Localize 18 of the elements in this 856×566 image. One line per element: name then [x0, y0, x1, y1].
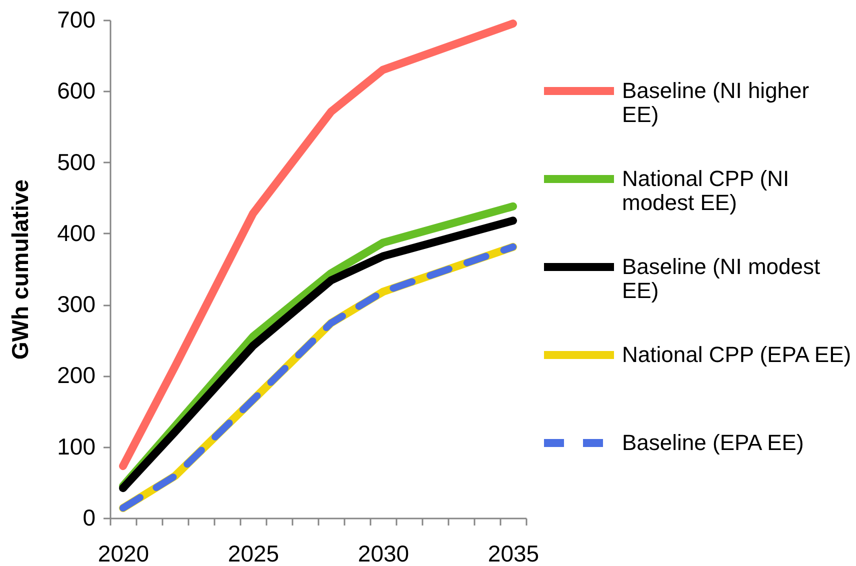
legend-label: National CPP (EPA EE)	[622, 342, 852, 367]
legend-label: Baseline (EPA EE)	[622, 430, 804, 455]
y-tick-label: 600	[57, 78, 96, 104]
x-tick-label: 2020	[98, 540, 150, 566]
y-tick-label: 700	[57, 6, 96, 32]
y-axis-title: GWh cumulative	[7, 179, 34, 360]
legend-label: Baseline (NI modest EE)	[622, 254, 820, 303]
y-tick-label: 200	[57, 362, 96, 388]
y-tick-label: 100	[57, 433, 96, 460]
legend-label: National CPP (NI modest EE)	[622, 166, 790, 215]
y-tick-label: 500	[57, 148, 96, 175]
y-tick-label: 0	[82, 504, 96, 530]
y-tick-label: 400	[57, 220, 96, 246]
y-tick-label: 300	[57, 291, 96, 318]
x-tick-label: 2025	[228, 540, 280, 566]
x-tick-label: 2035	[488, 540, 540, 566]
legend-label: Baseline (NI higher EE)	[622, 78, 810, 127]
x-tick-label: 2030	[358, 540, 410, 566]
